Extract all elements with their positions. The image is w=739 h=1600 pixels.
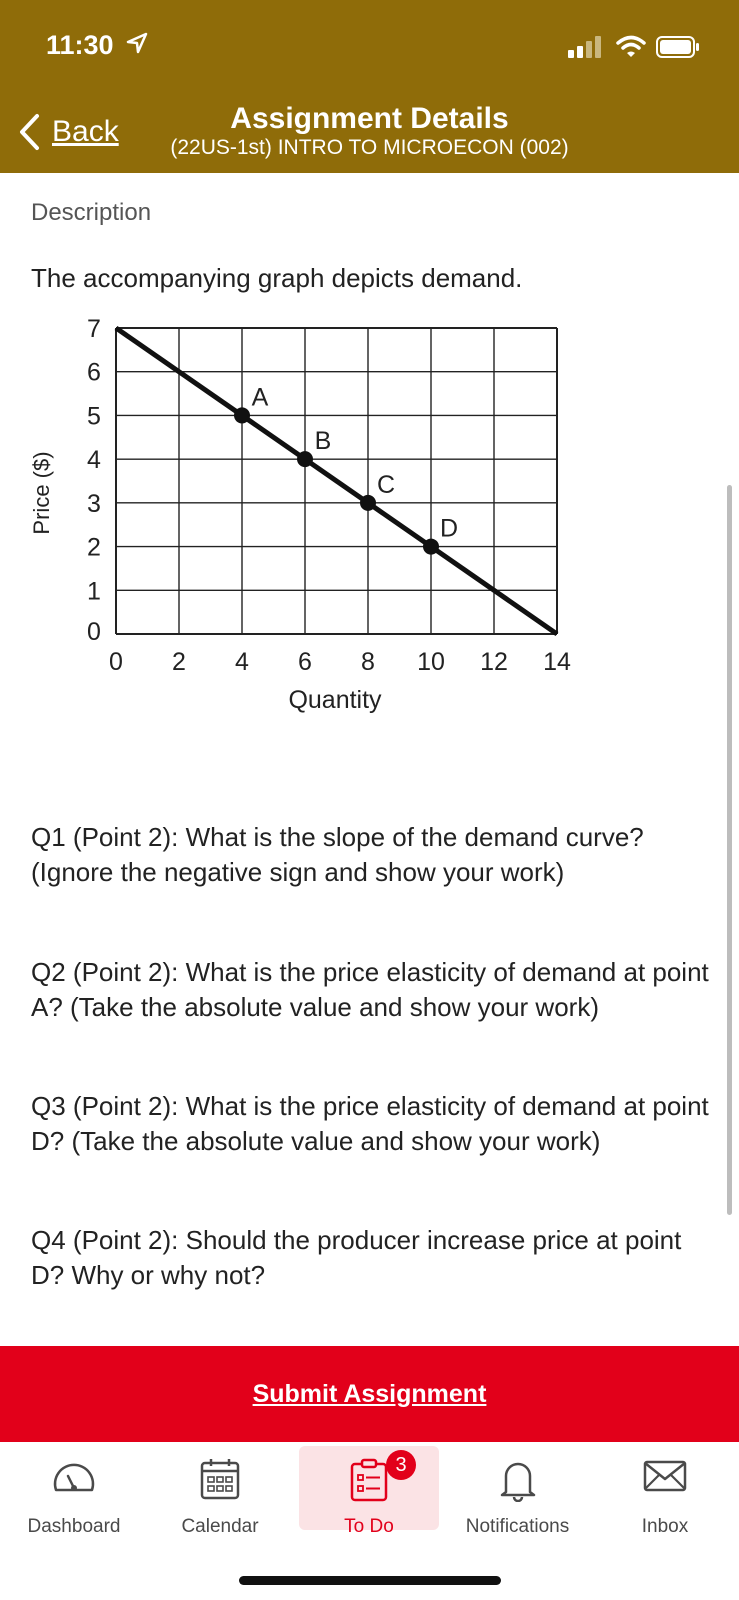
cellular-signal-icon [568, 36, 601, 58]
description-intro: The accompanying graph depicts demand. [31, 263, 523, 293]
tab-calendar-label: Calendar [181, 1516, 259, 1537]
tab-notifications-label: Notifications [465, 1516, 570, 1537]
bottom-tab-bar: Dashboard Calendar To Do 3 [0, 1442, 739, 1600]
tab-inbox-label: Inbox [641, 1516, 689, 1537]
bell-icon [500, 1462, 535, 1502]
x-tick-label: 4 [235, 648, 249, 676]
x-tick-label: 10 [417, 648, 445, 676]
point-label-b: B [315, 427, 332, 455]
back-label[interactable]: Back [52, 115, 119, 148]
location-arrow-icon [126, 32, 148, 54]
y-tick-label: 4 [87, 446, 101, 474]
question-2: Q2 (Point 2): What is the price elastici… [31, 957, 709, 1022]
y-tick-label: 5 [87, 402, 101, 430]
x-tick-label: 8 [361, 648, 375, 676]
mail-icon [643, 1460, 687, 1492]
dashboard-icon [53, 1463, 95, 1492]
todo-count-badge: 3 [386, 1450, 416, 1480]
y-tick-label: 3 [87, 490, 101, 518]
chart-x-label: Quantity [288, 686, 382, 714]
question-1: Q1 (Point 2): What is the slope of the d… [31, 822, 644, 887]
point-d [423, 538, 439, 555]
x-tick-label: 12 [480, 648, 508, 676]
chevron-left-icon [20, 114, 39, 150]
point-label-c: C [377, 471, 395, 499]
question-4: Q4 (Point 2): Should the producer increa… [31, 1225, 682, 1290]
point-b [297, 451, 313, 468]
y-tick-label: 1 [87, 577, 101, 605]
question-3: Q3 (Point 2): What is the price elastici… [31, 1091, 709, 1156]
y-tick-label: 7 [87, 315, 101, 343]
point-c [360, 494, 376, 511]
page-title: Assignment Details [230, 102, 509, 135]
status-time: 11:30 [46, 30, 114, 60]
chart-grid [115, 327, 558, 635]
description-label: Description [31, 199, 152, 226]
point-label-a: A [252, 383, 269, 411]
point-a [234, 407, 250, 424]
tab-dashboard[interactable]: Dashboard [14, 1442, 134, 1542]
todo-icon [350, 1458, 388, 1502]
x-tick-label: 6 [298, 648, 312, 676]
point-label-d: D [440, 515, 458, 543]
chart-y-label: Price ($) [31, 451, 54, 534]
submit-assignment-label[interactable]: Submit Assignment [252, 1379, 487, 1408]
course-subtitle: (22US-1st) INTRO TO MICROECON (002) [170, 136, 569, 159]
tab-todo[interactable]: To Do [299, 1442, 439, 1542]
chart-points-layer: A B C D [234, 383, 458, 555]
tab-todo-label: To Do [344, 1516, 394, 1537]
y-tick-label: 2 [87, 534, 101, 562]
app-header: Back Assignment Details (22US-1st) INTRO… [0, 100, 739, 173]
calendar-icon [200, 1459, 240, 1500]
tab-notifications[interactable]: Notifications [450, 1442, 585, 1542]
x-tick-label: 14 [543, 648, 571, 676]
back-button[interactable]: Back [18, 110, 119, 154]
battery-icon [656, 36, 699, 58]
x-tick-label: 2 [172, 648, 186, 676]
y-tick-label: 0 [87, 618, 101, 646]
x-tick-label: 0 [109, 648, 123, 676]
home-indicator [239, 1576, 501, 1585]
demand-curve [114, 325, 559, 637]
scrollbar[interactable] [727, 485, 732, 1215]
wifi-icon [616, 35, 646, 57]
chart-curve-layer [114, 325, 559, 637]
submit-assignment-button[interactable]: Submit Assignment [0, 1346, 739, 1442]
y-tick-label: 6 [87, 359, 101, 387]
tab-inbox[interactable]: Inbox [615, 1442, 715, 1542]
status-bar: 11:30 [0, 0, 739, 100]
tab-dashboard-label: Dashboard [27, 1516, 121, 1537]
tab-calendar[interactable]: Calendar [160, 1442, 280, 1542]
